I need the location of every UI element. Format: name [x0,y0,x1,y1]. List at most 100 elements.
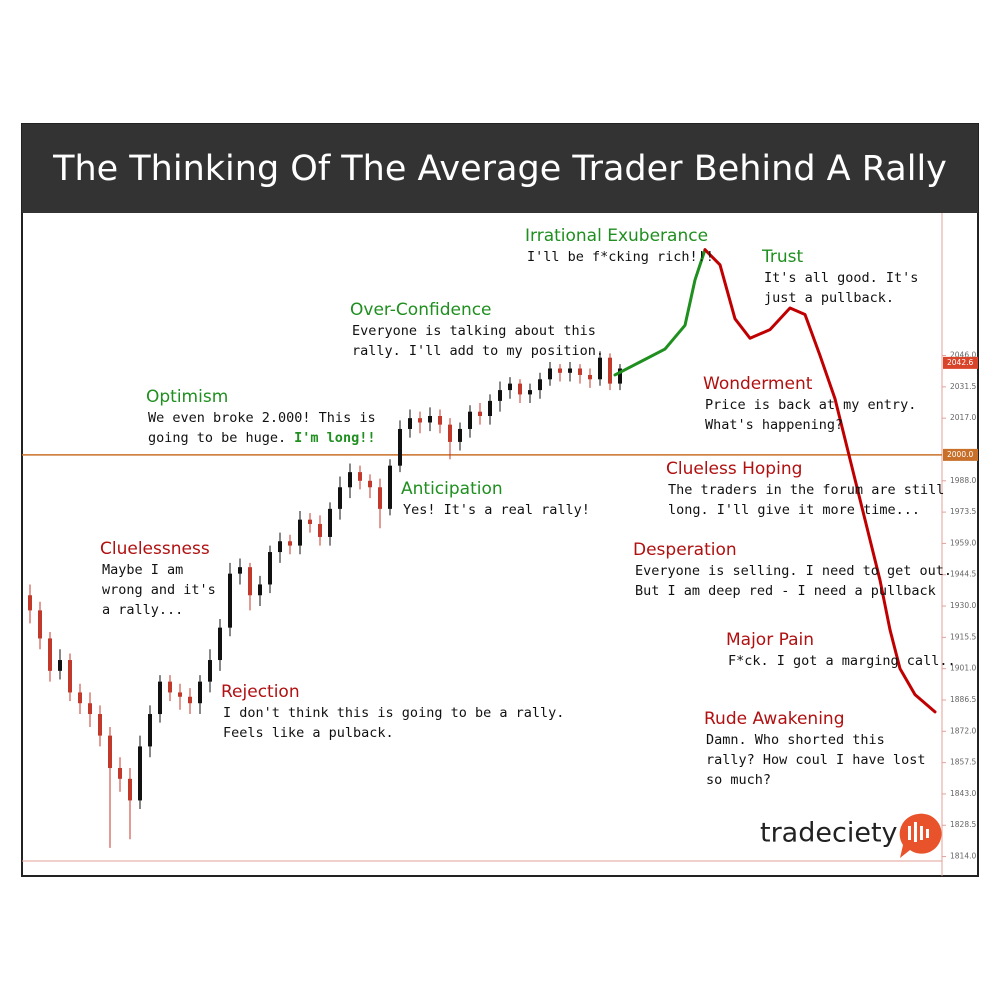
candle-body [258,584,262,596]
annotation-text: Maybe I am [102,562,183,578]
candle-body [538,379,542,391]
last-price-label: 2042.6 [947,358,973,367]
y-tick-label: 1814.0 [950,852,976,861]
candle-body [608,357,612,384]
annotation-text: rally? How coul I have lost [706,752,925,768]
candle-body [618,368,622,384]
candle-body [328,508,332,537]
logo: tradeciety [760,813,942,858]
annotation-title: Cluelessness [100,539,210,559]
candle-body [468,411,472,429]
candle-body [558,368,562,373]
candle-body [348,472,352,488]
candle-body [58,660,62,671]
annotation-title: Rude Awakening [704,709,845,729]
last-price-box [943,356,978,369]
annotation-title: Desperation [633,540,737,560]
candle-body [228,573,232,628]
candle-body [138,746,142,801]
annotation-text: But I am deep red - I need a pullback [635,583,936,599]
annotation-title: Major Pain [726,630,814,650]
logo-icon-bar [926,829,929,838]
candle-body [88,703,92,715]
annotation-title: Rejection [221,682,300,702]
candle-body [368,480,372,488]
candle-body [518,383,522,395]
annotation-text: Yes! It's a real rally! [403,502,590,518]
candle-body [78,692,82,704]
candle-body [308,519,312,524]
annotation-text: rally. I'll add to my position. [352,343,604,359]
candle-body [288,541,292,546]
annotation-text: The traders in the forum are still [668,482,944,498]
candle-body [128,778,132,801]
candle-body [68,660,72,693]
annotation-title: Anticipation [401,479,503,499]
candle-body [118,768,122,779]
y-tick-label: 1857.5 [950,758,976,767]
annotation-text: Price is back at my entry. [705,397,916,413]
annotation-text: It's all good. It's [764,270,918,286]
candle-body [298,519,302,546]
y-tick-label: 1959.0 [950,538,976,547]
annotation-text: a rally... [102,602,183,618]
annotation-emphasis: I'm long!! [294,430,375,446]
panel [21,123,979,877]
y-tick-label: 1828.5 [950,820,976,829]
candle-body [158,681,162,715]
candle-body [508,383,512,391]
annotation-text: Damn. Who shorted this [706,732,885,748]
candle-body [568,368,572,373]
annotation-title: Wonderment [703,374,813,394]
annotation-title: Clueless Hoping [666,459,802,479]
y-tick-label: 1973.5 [950,507,976,516]
candle-body [188,696,192,704]
annotation-title: Over-Confidence [350,300,492,320]
candle-body [248,567,252,596]
candle-body [318,523,322,537]
candle-body [338,487,342,509]
sentiment-line [613,248,707,377]
candle-body [528,390,532,395]
candle-body [488,400,492,417]
candle-body [268,552,272,585]
y-tick-label: 2017.0 [950,413,976,422]
annotation-text: Feels like a pulback. [223,725,394,741]
sentiment-line [703,248,937,714]
annotation-title: Trust [761,247,804,267]
annotation-text: I'll be f*cking rich!!! [527,249,714,265]
candle-body [398,428,402,466]
candle-body [358,472,362,481]
annotation-text: I don't think this is going to be a rall… [223,705,564,721]
annotation-text: so much? [706,772,771,788]
chart-title: The Thinking Of The Average Trader Behin… [52,149,947,189]
reference-label: 2000.0 [947,450,973,459]
annotation-text: We even broke 2.000! This is [148,410,376,426]
candle-body [588,374,592,380]
y-tick-label: 1843.0 [950,789,976,798]
candle-body [418,418,422,423]
y-tick-label: 1901.0 [950,664,976,673]
annotation-text: wrong and it's [102,582,216,598]
candle-body [498,390,502,401]
annotation-text: F*ck. I got a marging call.. [728,653,956,669]
annotation-text: Everyone is selling. I need to get out. [635,563,952,579]
annotation-text: going to be huge. I'm long!! [148,430,375,446]
logo-icon-bar [908,826,911,840]
title-bar [22,124,978,213]
candle-body [278,541,282,553]
annotation-text: long. I'll give it more time... [668,502,920,518]
candle-body [428,416,432,423]
annotation-title: Irrational Exuberance [525,226,708,246]
candle-body [598,357,602,380]
y-tick-label: 2031.5 [950,382,976,391]
y-tick-label: 1930.0 [950,601,976,610]
candle-body [178,692,182,697]
candle-body [108,735,112,769]
y-tick-label: 1915.5 [950,632,976,641]
reference-label-box [943,448,978,461]
candle-body [438,416,442,425]
candle-body [98,714,102,736]
candle-body [48,638,52,671]
logo-icon-bar [914,822,917,842]
